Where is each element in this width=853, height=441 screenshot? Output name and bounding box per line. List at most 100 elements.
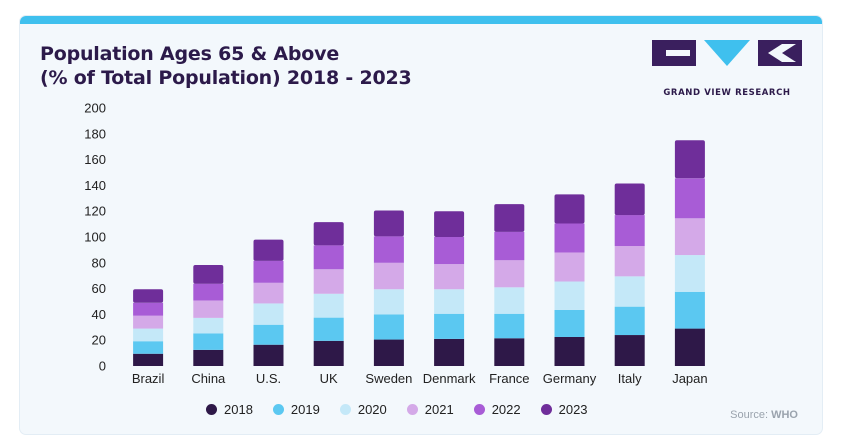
legend-item-2018: 2018 xyxy=(206,402,253,417)
bar-segment-sweden-2020 xyxy=(373,289,404,315)
bar-segment-u-s-2022 xyxy=(253,260,284,283)
bar-segment-italy-2019 xyxy=(614,306,645,336)
y-tick-label: 140 xyxy=(84,178,106,193)
x-tick-label: Brazil xyxy=(132,371,165,386)
bar-segment-u-s-2020 xyxy=(253,303,284,325)
bar-segment-france-2023 xyxy=(494,204,525,232)
bar-segment-denmark-2022 xyxy=(434,237,465,265)
bar-segment-france-2019 xyxy=(494,313,525,339)
bar-segment-china-2020 xyxy=(193,317,224,334)
bar-segment-uk-2018 xyxy=(313,340,344,366)
x-tick-label: UK xyxy=(320,371,338,386)
bar-segment-france-2022 xyxy=(494,231,525,261)
bar-segment-uk-2023 xyxy=(313,222,344,246)
bar-segment-u-s-2018 xyxy=(253,344,284,366)
y-tick-label: 120 xyxy=(84,204,106,219)
bar-segment-denmark-2021 xyxy=(434,264,465,290)
bar-segment-china-2019 xyxy=(193,333,224,350)
accent-bar xyxy=(20,16,822,24)
bar-segment-italy-2020 xyxy=(614,276,645,307)
legend-swatch xyxy=(339,403,351,415)
legend-label: 2019 xyxy=(290,401,320,417)
bar-segment-germany-2023 xyxy=(554,194,585,224)
bar-segment-sweden-2018 xyxy=(373,339,404,366)
bar-segment-uk-2020 xyxy=(313,293,344,318)
bar-segment-japan-2022 xyxy=(674,178,705,219)
source-value: WHO xyxy=(771,409,798,421)
bar-segment-brazil-2019 xyxy=(133,341,164,354)
bar-segment-china-2018 xyxy=(193,349,224,366)
bar-segment-denmark-2023 xyxy=(434,211,465,237)
x-tick-label: Denmark xyxy=(423,371,476,386)
bar-segment-japan-2021 xyxy=(674,218,705,256)
bar-segment-denmark-2019 xyxy=(434,313,465,339)
bar-segment-u-s-2019 xyxy=(253,324,284,345)
x-tick-label: Italy xyxy=(618,371,642,386)
bar-segment-brazil-2018 xyxy=(133,353,164,366)
legend-label: 2018 xyxy=(224,401,253,417)
bar-segment-china-2021 xyxy=(193,300,224,318)
bar-segment-germany-2020 xyxy=(554,281,585,310)
y-tick-label: 40 xyxy=(92,307,106,322)
bar-segment-italy-2022 xyxy=(614,215,645,247)
legend-swatch xyxy=(406,403,418,415)
bar-segment-japan-2018 xyxy=(674,328,705,366)
bar-segment-sweden-2022 xyxy=(373,236,404,263)
x-tick-label: France xyxy=(489,371,529,386)
logo-icon xyxy=(652,40,802,66)
y-tick-label: 0 xyxy=(99,359,106,374)
y-tick-label: 80 xyxy=(92,255,106,270)
chart-card: Population Ages 65 & Above (% of Total P… xyxy=(20,16,822,434)
source-label: Source: xyxy=(730,409,769,421)
bar-segment-japan-2023 xyxy=(674,140,705,179)
legend-label: 2020 xyxy=(357,401,387,417)
bar-segment-uk-2021 xyxy=(313,269,344,294)
legend-item-2021: 2021 xyxy=(406,401,454,417)
legend-swatch xyxy=(272,403,284,415)
legend-swatch xyxy=(473,403,485,415)
bar-segment-u-s-2021 xyxy=(253,282,284,304)
chart-title: Population Ages 65 & Above (% of Total P… xyxy=(40,42,480,90)
bar-segment-sweden-2023 xyxy=(373,210,404,237)
legend-label: 2021 xyxy=(424,401,454,417)
bar-segment-china-2023 xyxy=(193,264,224,284)
legend-label: 2023 xyxy=(558,401,588,417)
bar-segment-germany-2021 xyxy=(554,252,585,282)
legend-swatch xyxy=(540,403,552,415)
bar-segment-china-2022 xyxy=(193,283,224,301)
bar-segment-brazil-2020 xyxy=(133,328,164,342)
chart-title-line-1: Population Ages 65 & Above xyxy=(40,43,340,65)
bar-segment-brazil-2023 xyxy=(133,289,164,303)
legend-item-2020: 2020 xyxy=(339,401,387,417)
y-tick-label: 160 xyxy=(84,152,106,167)
bar-segment-u-s-2023 xyxy=(253,239,284,261)
legend-item-2022: 2022 xyxy=(473,401,521,417)
bar-segment-italy-2021 xyxy=(614,246,645,277)
bar-segment-sweden-2021 xyxy=(373,262,404,290)
y-tick-label: 20 xyxy=(92,333,106,348)
bar-segment-italy-2023 xyxy=(614,183,645,216)
legend-swatch xyxy=(206,403,217,415)
y-tick-label: 180 xyxy=(84,126,106,141)
legend-label: 2022 xyxy=(491,401,521,417)
bar-segment-germany-2018 xyxy=(554,336,585,366)
x-tick-label: Sweden xyxy=(365,371,412,386)
bar-segment-denmark-2018 xyxy=(434,338,465,366)
logo-text: GRAND VIEW RESEARCH xyxy=(663,88,791,98)
stacked-bar-chart: 0 20 40 60 80 100 120 140 160 180 200 Brazil China U.… xyxy=(84,101,707,387)
bar-segment-germany-2019 xyxy=(554,309,585,337)
bar-segment-sweden-2019 xyxy=(373,314,404,340)
x-tick-label: China xyxy=(191,371,226,386)
bar-segment-uk-2019 xyxy=(313,317,344,341)
bar-segment-japan-2019 xyxy=(674,291,705,329)
bar-segment-denmark-2020 xyxy=(434,289,465,314)
chart-title-line-2: (% of Total Population) 2018 - 2023 xyxy=(40,67,412,89)
bar-segment-france-2018 xyxy=(494,338,525,366)
legend-item-2019: 2019 xyxy=(272,401,320,417)
x-tick-label: Japan xyxy=(672,371,707,386)
x-tick-label: U.S. xyxy=(256,371,281,386)
y-tick-label: 100 xyxy=(84,230,106,245)
bar-segment-germany-2022 xyxy=(554,223,585,253)
y-tick-label: 60 xyxy=(92,281,106,296)
x-tick-label: Germany xyxy=(543,371,597,386)
